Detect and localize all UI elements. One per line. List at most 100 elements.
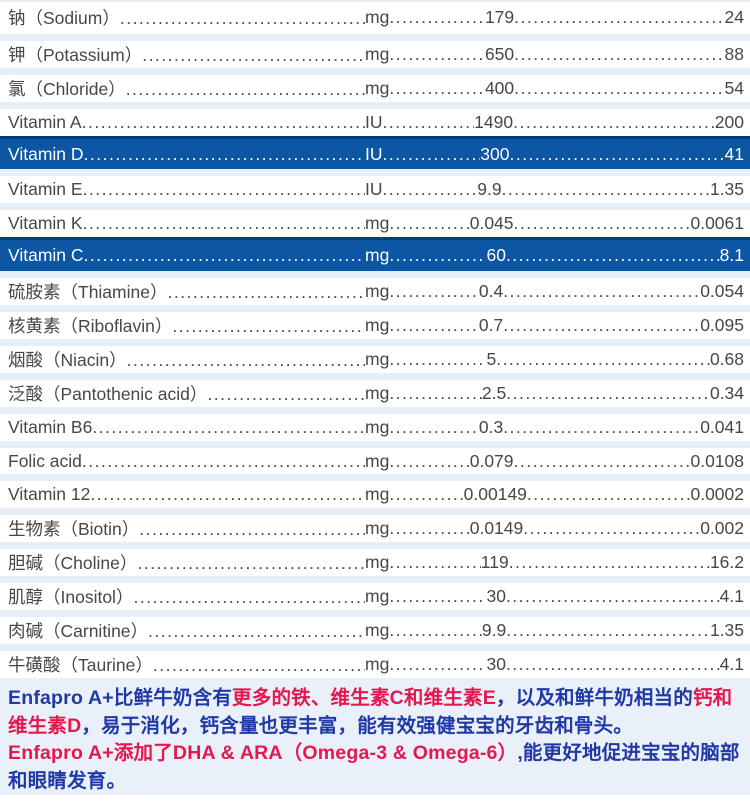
table-row: 肌醇（Inositol） mg 30 4.1 bbox=[0, 576, 750, 611]
text-segment-blue: ，易于消化，钙含量也更丰富，能有效强健宝宝的牙齿和骨头。 bbox=[81, 714, 633, 737]
dot-leader bbox=[389, 7, 485, 28]
dot-leader bbox=[514, 7, 724, 28]
dot-leader bbox=[84, 245, 365, 266]
value-col-1: 119 bbox=[480, 552, 509, 573]
table-row: 钾（Potassium） mg 650 88 bbox=[0, 33, 750, 68]
dot-leader bbox=[389, 213, 469, 234]
unit-label: mg bbox=[365, 245, 390, 266]
dot-leader bbox=[389, 484, 463, 505]
nutrient-name: 肌醇（Inositol） bbox=[8, 587, 134, 608]
table-row: 氯（Chloride） mg 400 54 bbox=[0, 67, 750, 102]
value-col-2: 8.1 bbox=[719, 245, 744, 266]
value-col-1: 5 bbox=[486, 348, 497, 369]
dot-leader bbox=[172, 316, 365, 337]
unit-label: mg bbox=[365, 382, 390, 403]
row-name-wrap: Vitamin D bbox=[8, 144, 365, 165]
nutrient-name: 胆碱（Choline） bbox=[8, 553, 138, 574]
dot-leader bbox=[389, 383, 482, 404]
value-col-2: 0.34 bbox=[709, 382, 744, 403]
value-col-2: 0.68 bbox=[709, 348, 744, 369]
dot-leader bbox=[148, 621, 365, 642]
nutrient-name: 泛酸（Pantothenic acid） bbox=[8, 383, 208, 404]
dot-leader bbox=[502, 179, 710, 200]
dot-leader bbox=[139, 519, 365, 540]
nutrient-name: Vitamin A bbox=[8, 111, 82, 132]
unit-label: IU bbox=[365, 111, 383, 132]
dot-leader bbox=[389, 78, 485, 99]
dot-leader bbox=[83, 213, 365, 234]
row-name-wrap: 烟酸（Niacin） bbox=[8, 347, 365, 372]
unit-label: mg bbox=[365, 552, 390, 573]
dot-leader bbox=[506, 654, 720, 675]
unit-label: IU bbox=[365, 179, 383, 200]
value-col-1: 400 bbox=[484, 77, 515, 98]
dot-leader bbox=[514, 78, 724, 99]
dot-leader bbox=[133, 587, 365, 608]
table-row: Vitamin A IU 1490 200 bbox=[0, 101, 750, 136]
nutrient-name: 核黄素（Riboflavin） bbox=[8, 315, 173, 336]
nutrient-name: Folic acid bbox=[8, 450, 82, 471]
row-name-wrap: Vitamin 12 bbox=[8, 484, 365, 505]
value-col-1: 0.045 bbox=[469, 213, 514, 234]
row-name-wrap: 肌醇（Inositol） bbox=[8, 584, 365, 609]
table-row: Vitamin K mg 0.045 0.0061 bbox=[0, 203, 750, 238]
value-col-2: 41 bbox=[724, 143, 744, 164]
unit-label: mg bbox=[365, 619, 390, 640]
dot-leader bbox=[389, 417, 479, 438]
unit-label: mg bbox=[365, 416, 390, 437]
nutrient-name: 钾（Potassium） bbox=[8, 44, 143, 65]
unit-label: mg bbox=[365, 586, 390, 607]
row-name-wrap: 肉碱（Carnitine） bbox=[8, 618, 365, 643]
dot-leader bbox=[389, 620, 482, 641]
table-row: 泛酸（Pantothenic acid） mg 2.5 0.34 bbox=[0, 372, 750, 407]
row-name-wrap: 钾（Potassium） bbox=[8, 42, 365, 67]
value-col-1: 179 bbox=[484, 7, 515, 28]
value-col-1: 300 bbox=[480, 143, 510, 164]
table-row: Vitamin 12 mg 0.00149 0.0002 bbox=[0, 474, 750, 509]
unit-label: mg bbox=[365, 7, 390, 28]
dot-leader bbox=[92, 417, 365, 438]
dot-leader bbox=[82, 112, 365, 133]
paragraph-milk-comparison: Enfapro A+比鲜牛奶含有更多的铁、维生素C和维生素E，以及和鲜牛奶相当的… bbox=[8, 685, 742, 740]
dot-leader bbox=[383, 144, 481, 165]
text-segment-red: 更多的铁、维生素C和维生素E bbox=[232, 687, 496, 709]
dot-leader bbox=[527, 484, 691, 505]
row-name-wrap: Folic acid bbox=[8, 451, 365, 472]
text-segment-blue: Enfapro A+比鲜牛奶含有 bbox=[8, 687, 233, 709]
text-segment-red: 钙和维生素D bbox=[8, 687, 733, 737]
table-row: Vitamin D IU 300 41 bbox=[0, 135, 750, 170]
row-name-wrap: 生物素（Biotin） bbox=[8, 516, 365, 541]
row-name-wrap: Vitamin K bbox=[8, 213, 365, 234]
dot-leader bbox=[514, 213, 691, 234]
text-segment-red: Enfapro A+添加了DHA & ARA（Omega-3 & Omega-6… bbox=[8, 742, 518, 764]
dot-leader bbox=[207, 384, 365, 405]
value-col-2: 200 bbox=[714, 111, 744, 132]
dot-leader bbox=[389, 552, 480, 573]
value-col-2: 1.35 bbox=[709, 179, 744, 200]
value-col-1: 0.4 bbox=[478, 281, 504, 302]
dot-leader bbox=[506, 383, 710, 404]
value-col-2: 54 bbox=[724, 77, 744, 98]
value-col-1: 0.0149 bbox=[469, 518, 524, 539]
nutrient-name: Vitamin B6 bbox=[8, 416, 93, 437]
dot-leader bbox=[153, 655, 365, 676]
dot-leader bbox=[509, 552, 710, 573]
value-col-1: 9.9 bbox=[481, 619, 507, 640]
value-col-2: 24 bbox=[724, 7, 744, 28]
value-col-2: 16.2 bbox=[709, 552, 744, 573]
dot-leader bbox=[142, 45, 365, 66]
value-col-1: 30 bbox=[486, 653, 506, 674]
value-col-2: 4.1 bbox=[719, 653, 744, 674]
table-row: Vitamin B6 mg 0.3 0.041 bbox=[0, 406, 750, 441]
value-col-1: 30 bbox=[486, 586, 506, 607]
value-col-2: 1.35 bbox=[709, 619, 744, 640]
dot-leader bbox=[506, 586, 720, 607]
value-col-2: 0.054 bbox=[700, 281, 744, 302]
value-col-2: 4.1 bbox=[719, 586, 744, 607]
paragraph-dha-ara: Enfapro A+添加了DHA & ARA（Omega-3 & Omega-6… bbox=[8, 740, 742, 795]
value-col-1: 0.3 bbox=[478, 416, 504, 437]
nutrient-name: 生物素（Biotin） bbox=[8, 519, 140, 540]
dot-leader bbox=[383, 112, 475, 133]
dot-leader bbox=[514, 44, 724, 65]
